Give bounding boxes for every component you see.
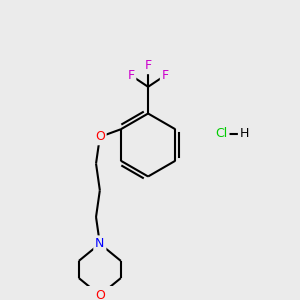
Text: H: H (240, 127, 249, 140)
Text: F: F (162, 69, 169, 82)
Text: O: O (95, 130, 105, 143)
Text: N: N (95, 237, 104, 250)
Text: F: F (145, 59, 152, 72)
Text: F: F (128, 69, 134, 82)
Text: O: O (95, 289, 105, 300)
Text: Cl: Cl (215, 127, 228, 140)
